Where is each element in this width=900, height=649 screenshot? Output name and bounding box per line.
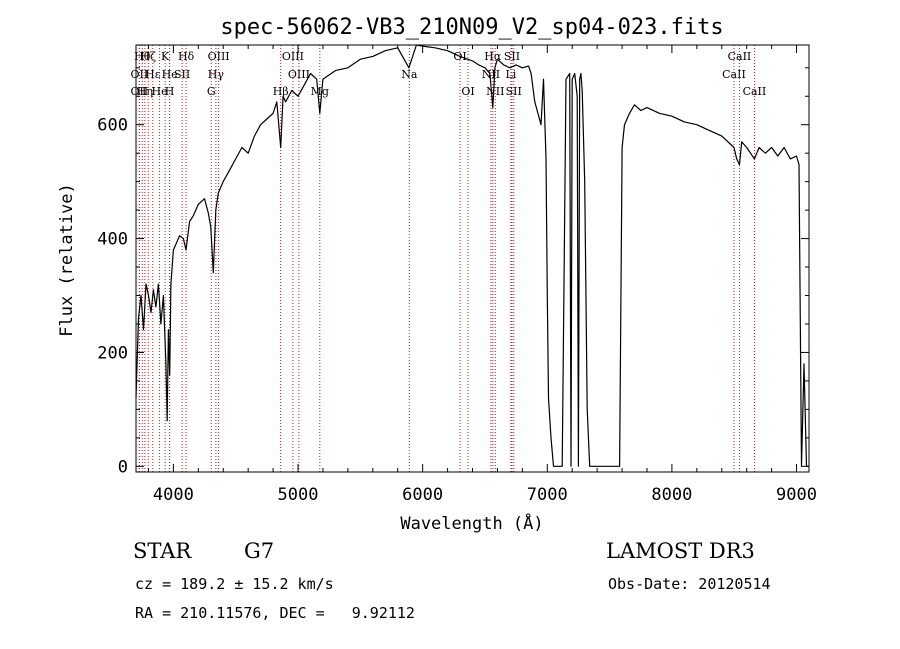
x-tick-label: 9000 <box>776 485 817 505</box>
line-marker-label: Hζ <box>140 50 156 63</box>
line-marker-label: H <box>165 85 175 98</box>
line-marker-label: NII <box>482 68 500 81</box>
line-marker-label: NII <box>486 85 504 98</box>
x-tick-label: 5000 <box>278 485 319 505</box>
line-marker-label: CaII <box>722 68 746 81</box>
line-marker-label: Hθ <box>134 50 151 63</box>
y-axis-label: Flux (relative) <box>57 183 77 337</box>
chart-title: spec-56062-VB3_210N09_V2_sp04-023.fits <box>220 15 723 40</box>
line-marker-label: CaII <box>743 85 767 98</box>
line-marker-label: SII <box>174 68 190 81</box>
line-marker-label: He <box>162 68 178 81</box>
line-marker-label: Hβ <box>273 85 289 98</box>
line-marker-label: OII <box>131 68 149 81</box>
line-marker-label: OIII <box>288 68 310 81</box>
y-tick-label: 0 <box>118 457 128 477</box>
object-class: STAR <box>133 539 192 563</box>
line-marker-label: SII <box>504 50 520 63</box>
line-marker-label: He <box>152 85 168 98</box>
x-axis-label: Wavelength (Å) <box>400 512 543 534</box>
x-tick-label: 6000 <box>402 485 443 505</box>
line-marker-label: OIII <box>282 50 304 63</box>
x-tick-label: 4000 <box>153 485 194 505</box>
redshift-line: cz = 189.2 ± 15.2 km/s <box>135 575 334 593</box>
line-marker-label: Hη <box>137 85 153 98</box>
object-subclass: G7 <box>244 539 275 563</box>
line-marker-label: OIII <box>208 50 230 63</box>
y-tick-label: 400 <box>97 230 128 250</box>
line-marker-label: CaII <box>728 50 752 63</box>
obs-date-line: Obs-Date: 20120514 <box>608 575 771 593</box>
series-layer <box>135 44 809 467</box>
line-marker-label: Hγ <box>208 68 225 81</box>
x-tick-label: 7000 <box>527 485 568 505</box>
x-tick-label: 8000 <box>651 485 692 505</box>
line-marker-label: Hδ <box>178 50 195 63</box>
line-marker-label: SII <box>506 85 522 98</box>
line-marker-label: OII <box>131 85 149 98</box>
y-tick-label: 600 <box>97 116 128 136</box>
y-tick-label: 200 <box>97 343 128 363</box>
line-marker-label: G <box>207 85 216 98</box>
line-marker-label: K <box>161 50 170 63</box>
line-marker-label: Mg <box>311 85 329 98</box>
plot-frame <box>135 44 810 473</box>
series-line-flux <box>135 44 809 467</box>
line-marker-label: OI <box>461 85 474 98</box>
line-marker-label: Na <box>401 68 418 81</box>
coordinates-line: RA = 210.11576, DEC = 9.92112 <box>135 604 415 622</box>
axes: 4000 5000 6000 7000 8000 9000 0 200 400 600 <box>97 45 817 505</box>
line-marker-label: Hε <box>145 68 161 81</box>
survey-name: LAMOST DR3 <box>606 539 755 563</box>
line-markers: OIIOIIHθHηHζHεHeKHHeSIIHδGHγOIIIHβOIIIOI… <box>131 45 767 472</box>
line-marker-label: Li <box>505 68 516 81</box>
